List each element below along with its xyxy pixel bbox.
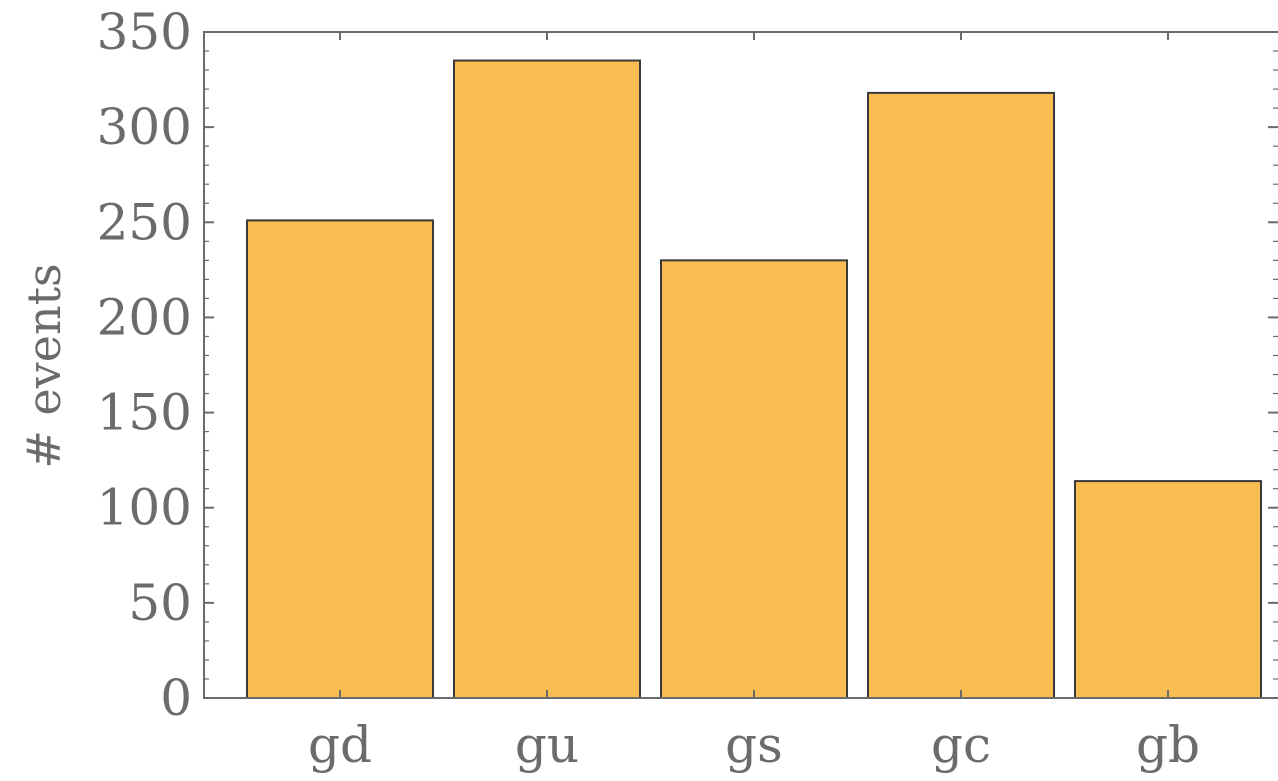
plot-frame: [203, 31, 1278, 699]
bar-gs: [660, 259, 848, 699]
bar-gb: [1074, 480, 1262, 699]
y-tick-label: 100: [97, 479, 192, 537]
x-tick-label: gu: [515, 716, 579, 774]
x-tick-label: gs: [725, 716, 783, 774]
y-axis-title: # events: [17, 263, 71, 468]
y-tick-label: 350: [97, 3, 192, 61]
bar-gc: [867, 91, 1055, 700]
y-tick-label: 0: [160, 669, 192, 727]
y-tick-label: 150: [97, 384, 192, 442]
x-tick-label: gd: [308, 716, 372, 774]
x-tick-label: gc: [931, 716, 991, 774]
y-tick-label: 200: [97, 288, 192, 346]
bars: [246, 59, 1262, 700]
y-axis-ticks: 0 50 100 150 200 250 300 350: [97, 3, 1278, 727]
bar-gd: [246, 219, 434, 700]
y-axis-label: # events: [17, 263, 71, 468]
bar-gu: [453, 59, 641, 700]
minor-ticks: [204, 50, 1278, 680]
y-tick-label: 300: [97, 98, 192, 156]
x-axis-ticks: gd gu gs gc gb: [308, 32, 1200, 774]
y-tick-label: 50: [128, 574, 192, 632]
y-tick-label: 250: [97, 193, 192, 251]
x-tick-label: gb: [1136, 716, 1200, 774]
